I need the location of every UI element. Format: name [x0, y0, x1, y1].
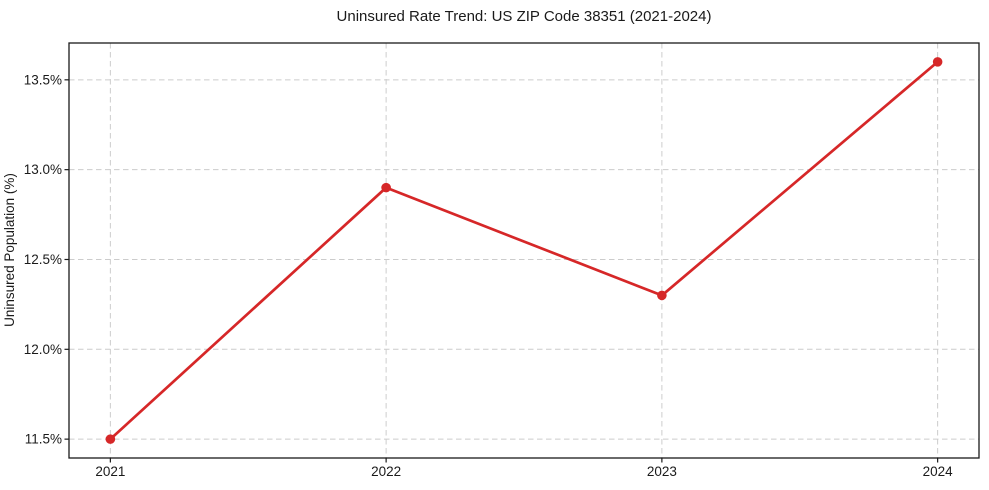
y-axis-label: Uninsured Population (%) — [2, 173, 17, 327]
data-point — [381, 182, 391, 193]
y-tick-label: 12.5% — [24, 252, 62, 267]
data-point — [657, 290, 667, 301]
x-tick-label: 2023 — [647, 464, 677, 479]
x-tick-label: 2024 — [923, 464, 954, 479]
tick-labels: 11.5% 12.0% 12.5% 13.0% 13.5% 2021 2022 2023 202… — [24, 72, 953, 479]
y-tick-label: 13.5% — [24, 72, 62, 87]
x-tick-label: 2022 — [371, 464, 401, 479]
y-tick-label: 13.0% — [24, 162, 62, 177]
y-tick-label: 12.0% — [24, 342, 62, 357]
chart-title: Uninsured Rate Trend: US ZIP Code 38351 … — [337, 8, 712, 25]
data-point — [932, 57, 943, 67]
axes-frame — [64, 42, 980, 463]
y-tick-label: 11.5% — [25, 432, 62, 447]
data-series — [105, 57, 943, 444]
plot-frame — [68, 42, 980, 459]
x-tick-label: 2021 — [95, 464, 125, 479]
data-point — [105, 434, 116, 444]
trend-line — [109, 60, 939, 441]
gridlines — [69, 43, 979, 458]
